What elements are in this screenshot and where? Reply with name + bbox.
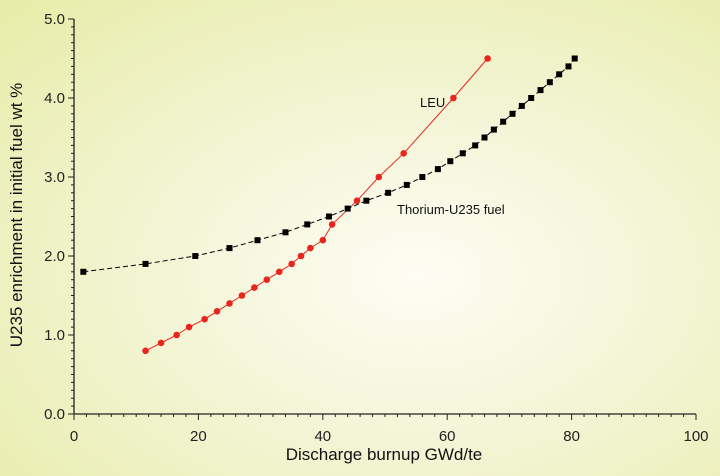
leu-point <box>307 244 314 252</box>
leu-point <box>353 197 361 204</box>
x-axis-title: Discharge burnup GWd/te <box>286 445 483 464</box>
thorium-u235-fuel-point <box>528 95 535 101</box>
thorium-u235-fuel-point <box>326 213 333 220</box>
leu-point <box>173 331 180 339</box>
thorium-u235-fuel-point <box>472 142 479 149</box>
axes: 0.0 1.0 2.0 3.0 4.0 5.0 0 20 40 60 80 100 <box>44 11 708 445</box>
thorium-u235-fuel-point <box>363 197 370 204</box>
y-axis-title: U235 enrichment in initial fuel wt % <box>7 83 26 348</box>
leu-point <box>319 236 327 244</box>
thorium-u235-fuel-point <box>571 55 578 62</box>
leu-point <box>328 221 336 228</box>
thorium-u235-fuel-point <box>481 134 488 141</box>
thorium-u235-fuel-point <box>385 189 392 196</box>
leu-point <box>226 300 233 307</box>
leu-point <box>238 292 246 299</box>
thorium-u235-fuel-point <box>556 71 563 78</box>
thorium-u235-fuel-point <box>254 237 261 244</box>
thorium-u235-fuel-point <box>419 174 426 180</box>
y-tick-label: 5.0 <box>44 11 65 28</box>
thorium-u235-fuel-point <box>142 260 149 267</box>
leu-point <box>275 268 283 276</box>
leu-point <box>201 315 208 323</box>
thorium-u235-fuel-point <box>304 221 311 228</box>
x-tick-label: 60 <box>439 428 456 445</box>
leu-point <box>263 276 271 284</box>
plot-area <box>80 55 578 355</box>
y-tick-label: 4.0 <box>44 90 65 107</box>
y-tick-label: 1.0 <box>44 327 65 344</box>
x-tick-label: 100 <box>683 428 708 445</box>
leu-series-label: LEU <box>420 95 445 110</box>
y-tick-label: 3.0 <box>44 169 65 186</box>
thorium-u235-fuel-point <box>490 126 497 133</box>
thorium-u235-fuel-point <box>565 63 572 70</box>
thorium-u235-fuel-line <box>83 58 576 273</box>
thorium-series-label: Thorium-U235 fuel <box>397 202 505 217</box>
thorium-u235-fuel-point <box>447 158 454 165</box>
x-tick-label: 40 <box>314 428 331 445</box>
x-tick-label: 0 <box>70 428 78 445</box>
y-tick-label: 2.0 <box>44 248 65 265</box>
leu-point <box>400 150 407 157</box>
thorium-u235-fuel-point <box>509 110 516 117</box>
thorium-u235-fuel-point <box>546 79 553 86</box>
y-tick-label: 0.0 <box>44 406 65 423</box>
thorium-u235-fuel-point <box>344 205 351 212</box>
leu-point <box>142 347 149 355</box>
thorium-u235-fuel-point <box>282 229 289 236</box>
leu-point <box>375 173 383 181</box>
leu-point <box>484 55 491 62</box>
leu-point <box>157 339 165 347</box>
leu-point <box>297 252 305 260</box>
thorium-u235-fuel-point <box>226 245 233 252</box>
leu-point <box>213 308 221 315</box>
thorium-u235-fuel-point <box>192 253 199 259</box>
thorium-u235-fuel-point <box>80 268 87 275</box>
leu-point <box>450 94 457 102</box>
thorium-u235-fuel-point <box>518 102 525 109</box>
thorium-u235-fuel-point <box>500 118 507 125</box>
leu-point <box>288 260 296 268</box>
thorium-u235-fuel-point <box>403 181 410 188</box>
x-tick-label: 20 <box>190 428 207 445</box>
leu-point <box>251 284 258 291</box>
leu-point <box>185 323 193 331</box>
thorium-u235-fuel-point <box>537 87 544 94</box>
thorium-u235-fuel-point <box>434 166 441 173</box>
x-tick-label: 80 <box>563 428 580 445</box>
thorium-u235-fuel-point <box>459 150 466 157</box>
